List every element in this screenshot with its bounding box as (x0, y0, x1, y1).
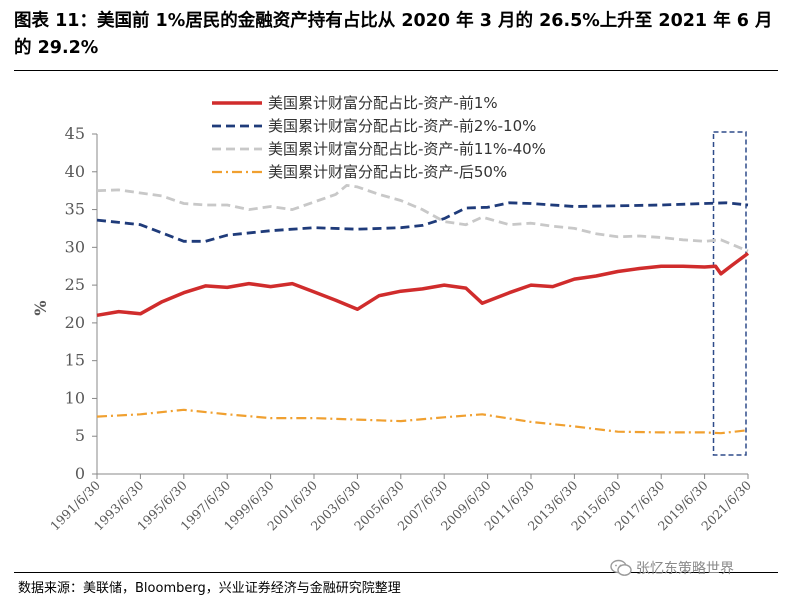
title-rule (14, 70, 778, 71)
highlight-box (712, 131, 747, 456)
highlight-layer (712, 131, 747, 456)
source-note: 数据来源：美联储，Bloomberg，兴业证券经济与金融研究院整理 (18, 581, 401, 596)
y-tick-label: 40 (65, 162, 85, 181)
y-tick-label: 25 (65, 275, 85, 294)
wechat-icon (610, 559, 632, 576)
watermark: 张忆东策略世界 (610, 558, 734, 578)
series-line-3 (96, 184, 749, 253)
source-rule (14, 572, 778, 573)
chart-axes: 051015202530354045%1991/6/301993/6/30199… (31, 124, 754, 533)
legend-label-4: 美国累计财富分配占比-资产-后50% (268, 163, 507, 181)
y-tick-label: 35 (65, 200, 85, 219)
series-line-4 (96, 408, 749, 435)
y-tick-label: 20 (65, 313, 85, 332)
y-tick-label: 5 (75, 426, 85, 445)
legend-label-3: 美国累计财富分配占比-资产-前11%-40% (268, 140, 546, 158)
series-line-1 (96, 251, 750, 318)
line-chart: 051015202530354045%1991/6/301993/6/30199… (31, 94, 754, 533)
series-layer (96, 184, 750, 435)
series-line-2 (96, 201, 749, 243)
y-axis-label: % (31, 300, 50, 315)
legend-label-1: 美国累计财富分配占比-资产-前1% (268, 94, 498, 112)
y-tick-label: 10 (65, 388, 85, 407)
figure-title: 图表 11：美国前 1%居民的金融资产持有占比从 2020 年 3 月的 26.… (14, 11, 773, 58)
y-tick-label: 0 (75, 464, 85, 483)
chart-legend: 美国累计财富分配占比-资产-前1% 美国累计财富分配占比-资产-前2%-10% 美国… (212, 94, 546, 181)
y-tick-label: 15 (65, 351, 85, 370)
watermark-label: 张忆东策略世界 (636, 561, 734, 577)
legend-label-2: 美国累计财富分配占比-资产-前2%-10% (268, 117, 536, 135)
y-tick-label: 45 (65, 124, 85, 143)
y-tick-label: 30 (65, 237, 85, 256)
